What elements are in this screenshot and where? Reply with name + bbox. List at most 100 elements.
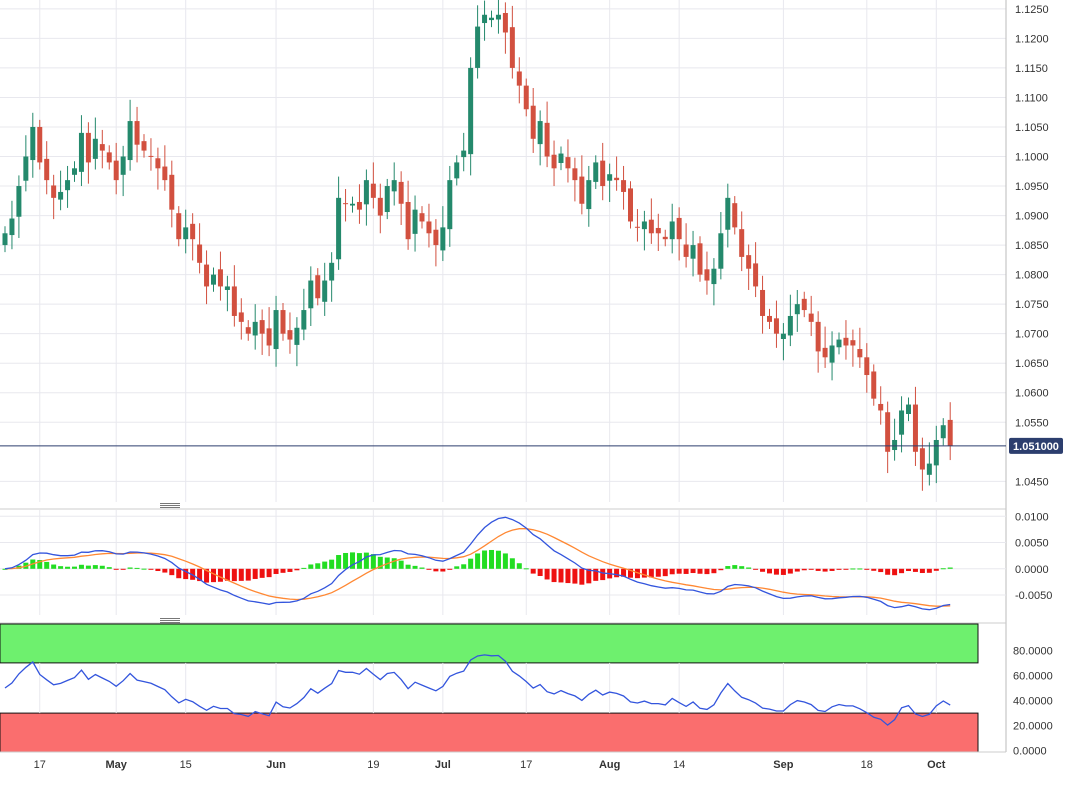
candle[interactable] (607, 163, 613, 202)
price-pane[interactable]: 1.051000 1.1250 1.1200 1.1150 1.1100 1.1050 1.… (0, 0, 1063, 752)
candle[interactable] (676, 207, 682, 261)
candle[interactable] (753, 242, 759, 298)
candle[interactable] (391, 162, 397, 206)
candle[interactable] (794, 289, 800, 332)
candle[interactable] (92, 117, 98, 170)
candle[interactable] (641, 210, 647, 251)
candle[interactable] (760, 275, 766, 334)
candle[interactable] (30, 112, 36, 178)
candle[interactable] (600, 142, 606, 201)
candle[interactable] (370, 162, 376, 209)
candle[interactable] (843, 320, 849, 360)
candle[interactable] (704, 251, 710, 295)
candle[interactable] (780, 323, 786, 361)
candle[interactable] (537, 110, 543, 166)
candle[interactable] (433, 219, 439, 267)
candle[interactable] (634, 209, 640, 242)
candle[interactable] (558, 146, 564, 171)
pane-resize-handle-icon[interactable] (160, 503, 180, 508)
candle[interactable] (398, 171, 404, 226)
candle[interactable] (134, 106, 140, 163)
candle[interactable] (190, 213, 196, 261)
candle[interactable] (9, 200, 15, 250)
candle[interactable] (343, 188, 349, 222)
candle[interactable] (933, 425, 939, 484)
candle[interactable] (259, 309, 265, 355)
candle[interactable] (572, 157, 578, 202)
candle[interactable] (377, 183, 383, 234)
candle[interactable] (23, 135, 29, 192)
rsi-pane[interactable]: 80.0000 60.0000 40.0000 20.0000 0.0000 (0, 622, 1053, 758)
candle[interactable] (739, 211, 745, 272)
candle[interactable] (475, 5, 481, 79)
candle[interactable] (141, 134, 147, 158)
candle[interactable] (628, 181, 633, 229)
candle[interactable] (912, 386, 918, 466)
candle[interactable] (892, 418, 898, 461)
candle[interactable] (363, 169, 369, 226)
candle[interactable] (947, 402, 953, 461)
candle[interactable] (224, 275, 230, 312)
candle[interactable] (183, 209, 189, 254)
candle[interactable] (356, 184, 362, 224)
pane-resize-handle-icon[interactable] (160, 618, 180, 623)
candle[interactable] (169, 160, 175, 228)
candle[interactable] (65, 165, 71, 208)
candle[interactable] (85, 122, 91, 184)
candle[interactable] (489, 10, 494, 28)
candle[interactable] (204, 250, 210, 305)
candle[interactable] (245, 320, 251, 341)
candle[interactable] (155, 147, 161, 190)
candle[interactable] (44, 141, 50, 195)
candle[interactable] (51, 174, 57, 220)
candle[interactable] (926, 442, 932, 486)
candle[interactable] (509, 5, 515, 79)
candle[interactable] (565, 139, 571, 183)
candle[interactable] (440, 206, 446, 262)
candle[interactable] (614, 156, 620, 191)
candle[interactable] (711, 258, 717, 306)
candle[interactable] (836, 332, 842, 355)
candle[interactable] (621, 165, 627, 210)
candle[interactable] (502, 2, 508, 54)
candle[interactable] (857, 327, 863, 368)
macd-pane[interactable]: 0.0100 0.0050 0.0000 -0.0050 (0, 508, 1052, 615)
candle[interactable] (871, 364, 877, 406)
candle[interactable] (878, 386, 884, 425)
candle[interactable] (217, 251, 223, 301)
candle[interactable] (176, 206, 182, 247)
candle[interactable] (454, 155, 460, 186)
candle[interactable] (120, 145, 126, 197)
candle[interactable] (551, 140, 557, 187)
candle[interactable] (864, 343, 870, 393)
candle[interactable] (308, 266, 314, 327)
candle[interactable] (662, 229, 668, 247)
candle[interactable] (197, 223, 203, 274)
candle[interactable] (301, 288, 307, 341)
candle[interactable] (336, 176, 342, 270)
candle[interactable] (906, 397, 911, 422)
candle[interactable] (919, 437, 925, 491)
candle[interactable] (850, 329, 856, 367)
candle[interactable] (37, 119, 43, 170)
candle[interactable] (58, 170, 64, 211)
candle[interactable] (718, 212, 724, 280)
candle[interactable] (690, 230, 696, 277)
candle[interactable] (231, 265, 237, 327)
candle[interactable] (815, 311, 821, 373)
candle[interactable] (746, 244, 752, 290)
candle[interactable] (252, 304, 258, 350)
candle[interactable] (266, 307, 272, 357)
candle[interactable] (899, 396, 905, 453)
candle[interactable] (384, 178, 390, 220)
candle[interactable] (697, 236, 703, 282)
candle[interactable] (16, 175, 22, 239)
candle[interactable] (732, 196, 738, 235)
candle[interactable] (669, 203, 675, 254)
candle[interactable] (162, 145, 168, 191)
candle[interactable] (148, 138, 154, 171)
candle[interactable] (405, 180, 411, 250)
candle[interactable] (350, 196, 355, 213)
candle[interactable] (516, 57, 522, 104)
